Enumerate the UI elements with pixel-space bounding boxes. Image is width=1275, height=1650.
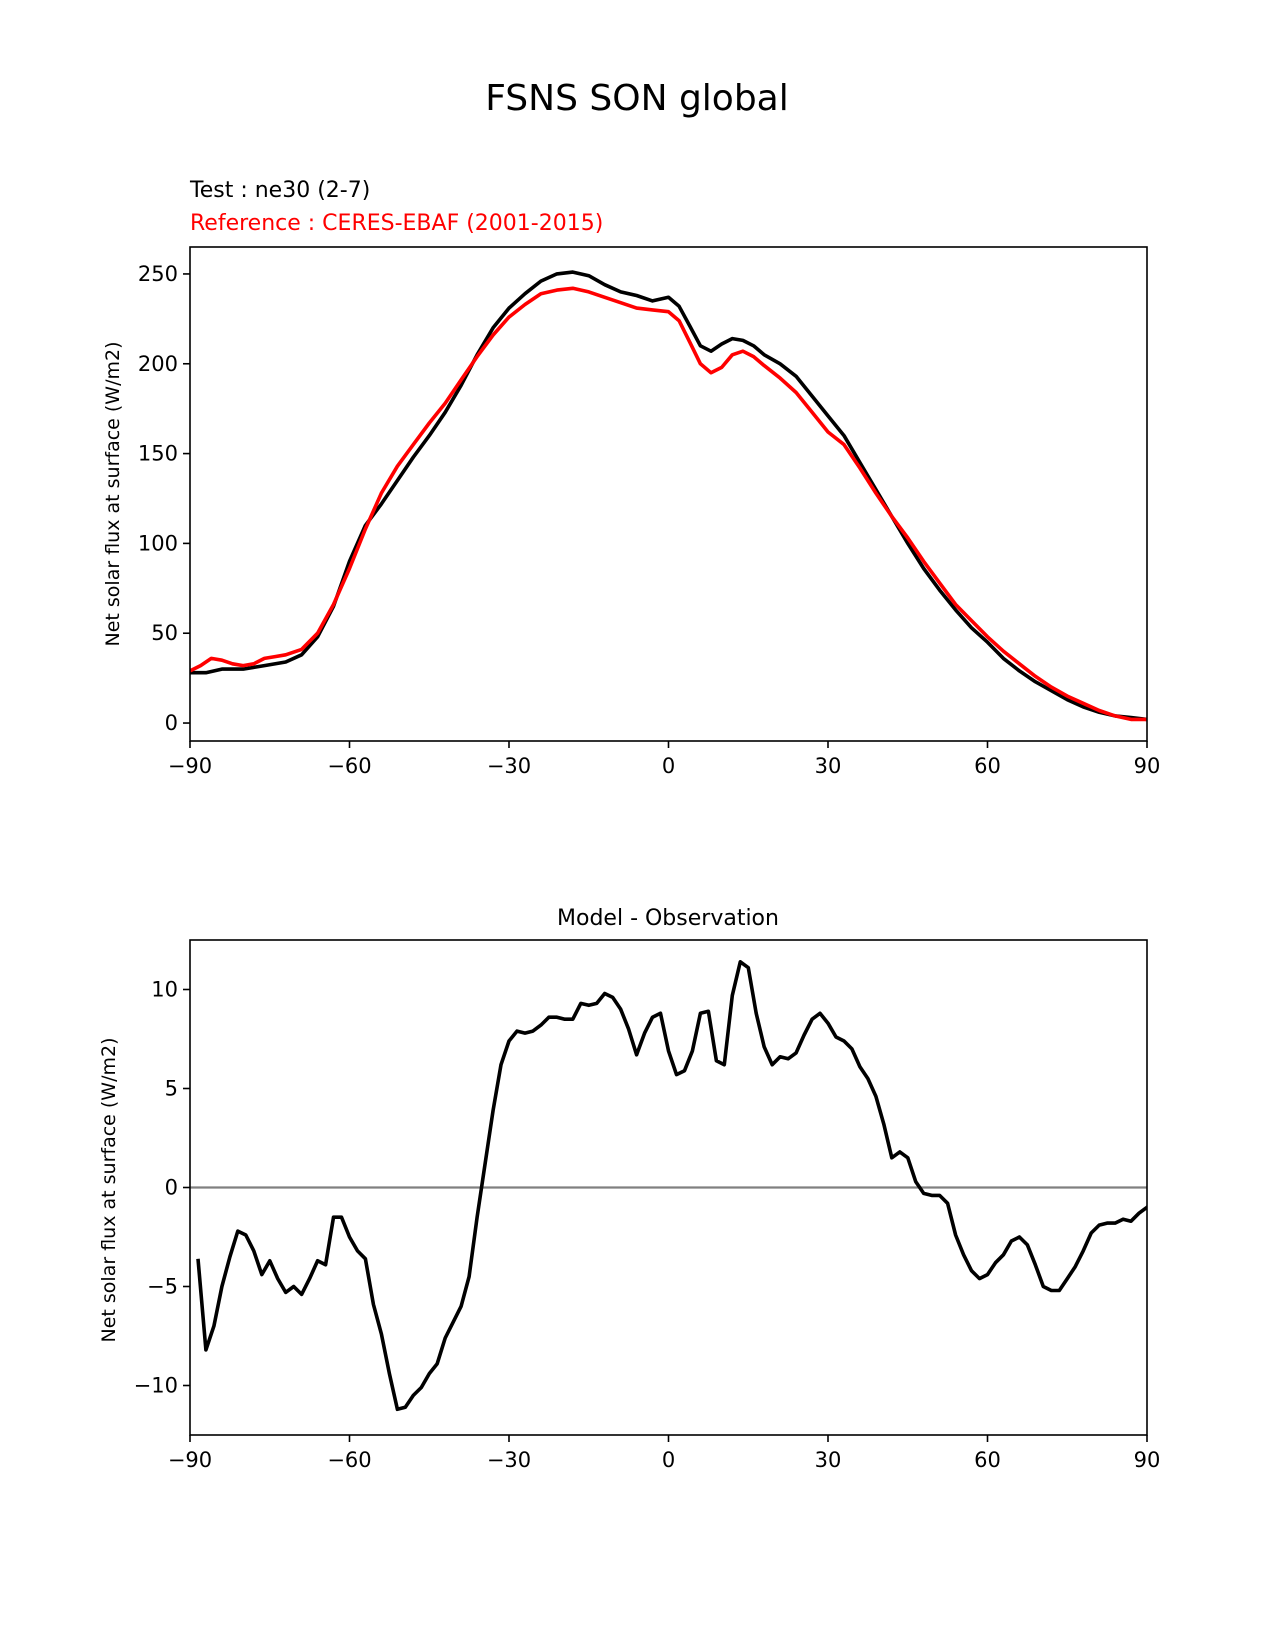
subtitle-reference: Reference : CERES-EBAF (2001-2015)	[190, 211, 603, 236]
top-y-axis-label: Net solar flux at surface (W/m2)	[102, 342, 124, 647]
series-line-2	[190, 286, 1147, 722]
top-panel: Test : ne30 (2-7) Reference : CERES-EBAF…	[102, 178, 1160, 778]
y-tick-label: −10	[134, 1374, 178, 1398]
x-tick-label: −60	[327, 1448, 371, 1472]
top-plot-area: −90 −60 −30 0 30 60 90 0 50 100 150 200 250	[138, 246, 1161, 778]
bottom-y-axis-label: Net solar flux at surface (W/m2)	[98, 1038, 120, 1343]
bottom-panel: Model - Observation Net solar flux at su…	[98, 906, 1161, 1472]
x-tick-label: −90	[168, 754, 212, 778]
y-tick-label: 5	[165, 1077, 178, 1101]
x-tick-label: 30	[815, 1448, 842, 1472]
x-tick-label: 90	[1134, 1448, 1161, 1472]
y-tick-label: 150	[138, 442, 178, 466]
x-tick-label: 60	[974, 1448, 1001, 1472]
series-line-1	[196, 960, 1147, 1412]
y-tick-label: −5	[147, 1275, 178, 1299]
x-tick-label: −30	[487, 754, 531, 778]
bottom-plot-area: −90 −60 −30 0 30 60 90 −10 −5 0 5 10	[134, 939, 1161, 1472]
y-tick-label: 10	[151, 978, 178, 1002]
bottom-title: Model - Observation	[557, 906, 779, 931]
x-tick-label: −30	[487, 1448, 531, 1472]
x-tick-label: 0	[662, 1448, 675, 1472]
plot-frame	[189, 246, 1148, 742]
x-tick-label: 30	[815, 754, 842, 778]
y-tick-label: 0	[165, 1176, 178, 1200]
x-tick-label: 60	[974, 754, 1001, 778]
x-tick-label: −90	[168, 1448, 212, 1472]
x-tick-label: 90	[1134, 754, 1161, 778]
x-tick-label: 0	[662, 754, 675, 778]
y-tick-label: 50	[151, 621, 178, 645]
subtitle-test: Test : ne30 (2-7)	[189, 178, 370, 203]
y-tick-label: 100	[138, 531, 178, 555]
y-tick-label: 0	[165, 711, 178, 735]
x-tick-label: −60	[327, 754, 371, 778]
figure-title: FSNS SON global	[485, 78, 789, 119]
y-tick-label: 250	[138, 262, 178, 286]
y-tick-label: 200	[138, 352, 178, 376]
